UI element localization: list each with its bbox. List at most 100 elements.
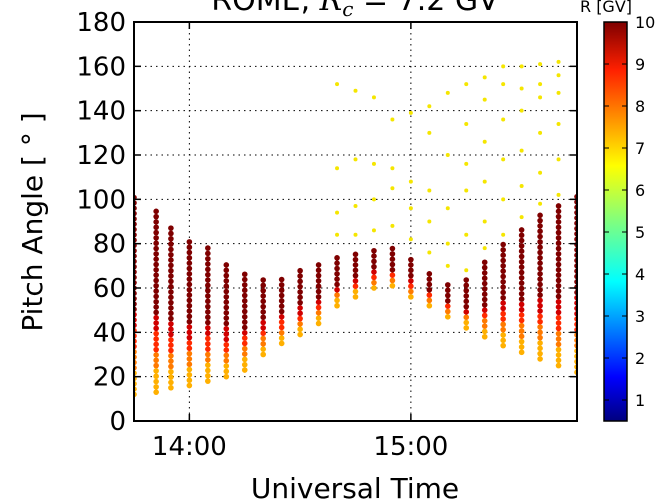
data-point [537, 249, 543, 256]
title-subscript: c [342, 0, 353, 21]
data-point [205, 325, 211, 331]
data-point [223, 341, 230, 348]
data-point [427, 219, 432, 224]
data-point [500, 263, 506, 269]
data-point [241, 329, 248, 336]
data-point [241, 271, 248, 278]
data-point [186, 313, 193, 320]
data-point [315, 288, 322, 295]
data-point [260, 298, 267, 305]
colorbar [603, 21, 628, 422]
data-point [205, 303, 211, 310]
data-point [389, 245, 396, 252]
x-axis-label: Universal Time [251, 472, 459, 504]
data-point [371, 279, 377, 286]
data-point [205, 298, 211, 305]
data-point [223, 315, 230, 321]
data-point [408, 288, 414, 295]
data-point [297, 321, 303, 327]
data-point [278, 329, 285, 336]
data-point [153, 304, 159, 310]
x-axis-ticks: 14:00 15:00 [152, 22, 448, 462]
data-point [537, 271, 543, 277]
data-point [464, 232, 469, 237]
data-point [334, 292, 340, 298]
data-point [501, 157, 506, 162]
data-point [518, 253, 525, 260]
data-point [186, 281, 193, 288]
data-point [153, 330, 159, 337]
data-point [153, 256, 159, 262]
plot-frame [133, 21, 578, 422]
data-point [186, 345, 193, 352]
colorbar-tick-label: 1 [635, 391, 645, 410]
data-point [481, 275, 488, 282]
data-point [153, 346, 159, 353]
data-point [426, 303, 432, 309]
data-point [537, 212, 543, 219]
data-point [464, 121, 469, 126]
data-point [352, 267, 359, 274]
data-point [153, 251, 159, 257]
data-point [500, 326, 506, 333]
data-point [334, 281, 340, 288]
data-point [205, 372, 211, 379]
data-point [352, 294, 359, 300]
data-point [186, 382, 192, 389]
data-point [538, 130, 543, 135]
data-point [353, 232, 358, 237]
data-point [168, 379, 174, 386]
data-point [315, 315, 322, 321]
data-point [334, 286, 340, 293]
data-point [186, 276, 193, 282]
data-point [297, 331, 303, 338]
data-point [518, 243, 525, 249]
data-point [445, 90, 450, 95]
data-point [389, 272, 396, 278]
data-point [241, 308, 248, 315]
data-point [371, 269, 377, 275]
data-point [426, 281, 433, 288]
data-point [389, 256, 396, 262]
data-point [186, 260, 193, 266]
data-point [260, 330, 267, 337]
data-point [334, 276, 340, 282]
data-point [153, 314, 159, 321]
data-point [555, 208, 562, 215]
data-point [371, 285, 377, 291]
data-point [168, 374, 174, 380]
data-point [153, 357, 159, 364]
data-point [168, 241, 174, 247]
data-point [519, 349, 525, 355]
data-point [537, 345, 543, 352]
data-point [260, 319, 267, 326]
data-point [315, 272, 322, 279]
data-point [205, 330, 211, 337]
data-point [444, 287, 451, 294]
data-point [389, 283, 396, 289]
data-point [408, 206, 413, 211]
data-point [555, 341, 562, 348]
data-point [518, 269, 525, 276]
data-point [481, 270, 488, 276]
grid-lines [134, 22, 577, 421]
data-point [555, 336, 562, 342]
data-point [260, 277, 267, 283]
data-point [205, 346, 211, 352]
data-point [482, 219, 487, 224]
data-point [186, 302, 193, 309]
data-point [518, 306, 525, 313]
colorbar-tick-label: 6 [635, 181, 645, 200]
data-point [389, 261, 396, 268]
data-point [555, 325, 562, 332]
data-point [153, 368, 159, 374]
data-point [500, 284, 506, 290]
data-point [223, 299, 230, 305]
data-point [353, 157, 358, 162]
colorbar-tick-label: 7 [635, 139, 645, 158]
data-point [205, 314, 211, 321]
colorbar-tick-label: 8 [635, 97, 645, 116]
data-point [223, 262, 230, 268]
data-point [260, 346, 267, 352]
data-point [153, 341, 159, 348]
